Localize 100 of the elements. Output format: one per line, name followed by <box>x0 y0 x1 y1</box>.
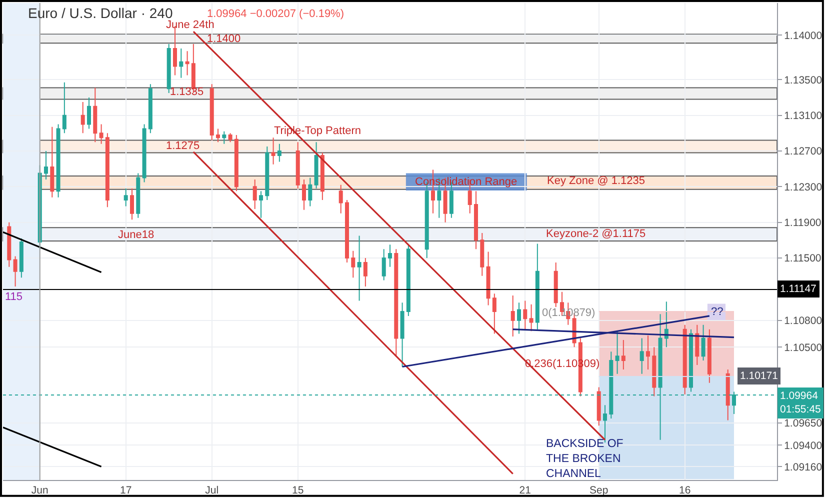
candlestick <box>265 146 270 201</box>
candlestick <box>252 179 257 210</box>
annotation: BACKSIDE OF THE BROKEN CHANNEL <box>546 438 624 480</box>
x-tick-label: 21 <box>519 484 532 497</box>
candlestick <box>664 301 668 348</box>
y-tick-label: 1.09400 <box>784 440 822 452</box>
candlestick <box>99 124 104 144</box>
candlestick <box>535 243 540 330</box>
candlestick <box>13 256 18 288</box>
candlestick <box>357 235 362 302</box>
candlestick <box>701 324 706 362</box>
candlestick <box>492 293 496 334</box>
candlestick <box>695 324 700 366</box>
candlestick <box>166 44 171 94</box>
candlestick <box>621 340 626 370</box>
candlestick <box>234 134 238 192</box>
y-tick-label: 1.12700 <box>784 146 822 158</box>
candlestick <box>314 142 318 189</box>
candlestick <box>105 132 110 208</box>
x-tick-label: 17 <box>120 484 132 497</box>
candlestick <box>646 335 650 370</box>
y-tick-label: 1.13500 <box>784 74 822 86</box>
candlestick <box>554 262 558 308</box>
candlestick <box>185 50 190 76</box>
candlestick <box>688 328 693 392</box>
candlestick <box>44 150 48 180</box>
candlestick <box>486 251 490 306</box>
candlestick <box>474 190 478 250</box>
annotation: Key Zone @ 1.1235 <box>547 175 646 187</box>
candlestick <box>62 82 66 134</box>
candlestick <box>210 84 214 141</box>
candlestick <box>529 304 534 332</box>
candlestick <box>50 126 54 198</box>
x-tick-label: Jul <box>205 484 219 497</box>
candlestick <box>406 244 410 316</box>
y-tick-label: 1.11900 <box>784 217 822 230</box>
candlestick <box>523 300 528 330</box>
x-tick-label: Sep <box>590 484 608 497</box>
candlestick <box>179 48 184 78</box>
candlestick <box>400 302 404 368</box>
candlestick <box>363 257 368 288</box>
y-tick-label: 1.10500 <box>784 342 822 354</box>
candlestick <box>80 101 85 134</box>
chart-subtitle: 1.09964 −0.00207 (−0.19%) <box>207 8 344 20</box>
candlestick <box>302 179 306 210</box>
candlestick <box>136 172 140 218</box>
annotation: 1.1275 <box>166 140 200 152</box>
candlestick <box>652 346 656 397</box>
candlestick <box>394 248 398 357</box>
candlestick <box>602 404 607 444</box>
candlestick <box>19 238 24 278</box>
y-tick-label: 1.11500 <box>784 252 822 265</box>
candlestick <box>271 137 276 165</box>
candlestick <box>726 368 730 421</box>
candlestick <box>320 152 324 201</box>
candlestick <box>615 330 620 374</box>
candlestick <box>142 124 146 183</box>
candlestick <box>640 338 644 374</box>
ref-line-label: 1.09964 01:55:45 <box>780 390 822 416</box>
candlestick <box>124 188 128 207</box>
candlestick <box>516 302 521 334</box>
candlestick <box>130 188 134 220</box>
y-tick-label: 1.09160 <box>784 461 822 474</box>
candlestick <box>682 324 687 395</box>
x-tick-label: Jun <box>31 484 48 497</box>
candlestick <box>296 142 300 189</box>
candlestick <box>338 184 343 214</box>
ref-line-label: 1.11147 <box>780 283 817 295</box>
candlestick <box>216 128 220 143</box>
candlestick <box>707 328 712 384</box>
x-tick-label: 16 <box>679 484 691 497</box>
candlestick <box>510 294 515 337</box>
candlestick <box>258 190 263 218</box>
chart-title: Euro / U.S. Dollar · 240 <box>28 4 173 21</box>
annotation: Keyzone-2 @1.1175 <box>546 228 646 240</box>
candlestick <box>93 87 98 143</box>
candlestick <box>308 177 312 207</box>
candlestick <box>388 244 392 268</box>
candlestick <box>277 143 282 162</box>
data-label: 1.10171 <box>740 370 778 382</box>
annotation: 1.1400 <box>207 33 241 45</box>
annotation: 1.1335 <box>170 86 204 98</box>
annotation: June 24th <box>166 19 214 31</box>
annotation: ?? <box>711 306 724 318</box>
candlestick <box>148 84 152 134</box>
candlestick <box>222 130 226 144</box>
y-tick-label: 1.10800 <box>784 315 822 328</box>
y-tick-label: 1.14000 <box>784 30 822 42</box>
candlestick <box>56 124 60 198</box>
candlestick <box>7 222 12 268</box>
annotation: 115 <box>5 291 23 303</box>
y-tick-label: 1.09650 <box>784 418 822 430</box>
candlestick <box>596 386 601 426</box>
candlestick <box>351 250 356 278</box>
candlestick <box>480 232 484 276</box>
x-tick-label: 15 <box>292 484 304 497</box>
annotation: June18 <box>118 229 154 241</box>
candlestick <box>86 97 91 130</box>
candlestick <box>344 200 349 263</box>
y-tick-label: 1.12300 <box>784 181 822 194</box>
